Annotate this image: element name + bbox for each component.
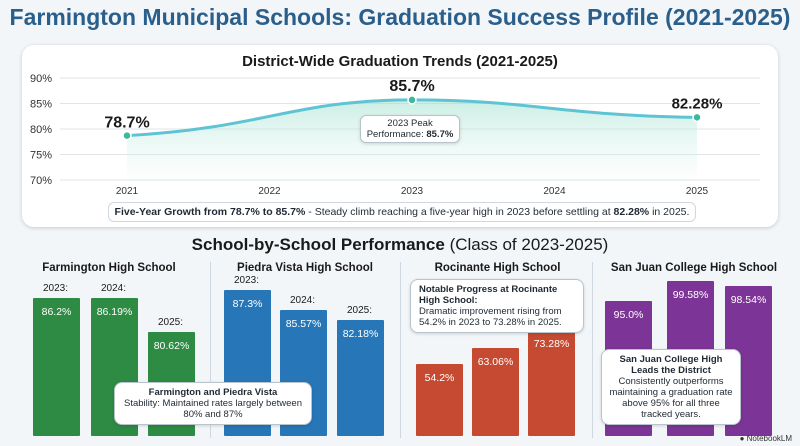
trend-point — [692, 112, 702, 123]
trend-summary: Five-Year Growth from 78.7% to 85.7% - S… — [108, 202, 696, 222]
school-bar-value: 63.06% — [477, 356, 514, 368]
school-bar-value: 87.3% — [232, 298, 263, 310]
callout-sjc-body: Consistently outperforms maintaining a g… — [609, 376, 733, 420]
school-bar: 82.18% — [337, 320, 384, 436]
x-tick-label: 2021 — [116, 186, 139, 197]
section-title: School-by-School Performance (Class of 2… — [0, 235, 800, 255]
callout-rhs: Notable Progress at Rocinante High Schoo… — [410, 279, 584, 333]
school-name: Piedra Vista High School — [237, 262, 373, 274]
trend-point — [407, 95, 417, 105]
summary-growth: Five-Year Growth from 78.7% to 85.7% — [114, 206, 306, 218]
watermark-text: NotebookLM — [746, 434, 792, 443]
school-bar-value: 80.62% — [153, 340, 190, 352]
school-bar-value: 98.54% — [730, 294, 767, 306]
trend-chart-title: District-Wide Graduation Trends (2021-20… — [242, 53, 558, 70]
x-tick-label: 2025 — [686, 186, 709, 197]
school-bar-value: 99.58% — [672, 289, 709, 301]
school-bar-value: 95.0% — [613, 309, 644, 321]
y-tick-label: 80% — [30, 124, 52, 136]
callout-rhs-title: Notable Progress at Rocinante High Schoo… — [419, 284, 558, 306]
y-tick-label: 70% — [30, 175, 52, 187]
school-bar-year: 2024: — [290, 295, 316, 306]
x-tick-label: 2024 — [543, 186, 566, 197]
x-tick-label: 2022 — [258, 186, 281, 197]
school-bar-value: 86.19% — [96, 306, 133, 318]
school-bar: 63.06% — [472, 348, 519, 436]
school-bar-value: 54.2% — [424, 372, 455, 384]
callout-sjc: San Juan College High Leads the District… — [601, 349, 741, 425]
trend-point — [122, 130, 132, 141]
peak-callout-line1: 2023 Peak — [387, 118, 433, 129]
panel-divider — [210, 262, 211, 438]
page-title: Farmington Municipal Schools: Graduation… — [9, 4, 791, 30]
section-title-bold: School-by-School Performance — [191, 235, 445, 254]
trend-point-label: 85.7% — [389, 78, 434, 95]
callout-fhs-pvhs: Farmington and Piedra Vista Stability: M… — [114, 382, 312, 425]
callout-fhs-pvhs-title: Farmington and Piedra Vista — [148, 387, 278, 398]
school-bar-year: 2023: — [43, 283, 69, 294]
summary-end: in 2025. — [649, 206, 690, 218]
school-bar: 73.28% — [528, 330, 575, 436]
school-bar: 54.2% — [416, 364, 463, 436]
peak-callout: 2023 Peak Performance: 85.7% — [360, 115, 460, 143]
callout-fhs-pvhs-body: Stability: Maintained rates largely betw… — [124, 398, 302, 420]
watermark: ● NotebookLM — [739, 434, 792, 443]
trend-point-label: 78.7% — [104, 115, 149, 132]
school-bar-year: 2025: — [158, 317, 184, 328]
peak-callout-line2: Performance: — [366, 129, 427, 140]
callout-sjc-title: San Juan College High Leads the District — [619, 354, 723, 376]
school-bar-value: 82.18% — [342, 328, 379, 340]
school-bar-value: 85.57% — [285, 318, 322, 330]
callout-rhs-body: Dramatic improvement rising from 54.2% i… — [419, 306, 562, 328]
school-bar-value: 73.28% — [533, 338, 570, 350]
school-bar-year: 2023: — [234, 275, 260, 286]
summary-text: - Steady climb reaching a five-year high… — [305, 206, 614, 218]
school-name: San Juan College High School — [610, 262, 778, 274]
panel-divider — [400, 262, 401, 438]
section-title-rest: (Class of 2023-2025) — [444, 235, 609, 254]
summary-2025-value: 82.28% — [613, 206, 650, 218]
x-tick-label: 2023 — [401, 186, 424, 197]
school-bar-year: 2024: — [101, 283, 127, 294]
school-bar-year: 2025: — [347, 305, 373, 316]
trend-point-label: 82.28% — [672, 95, 723, 112]
peak-callout-value: 85.7% — [426, 129, 454, 140]
y-tick-label: 75% — [30, 150, 52, 162]
school-name: Rocinante High School — [434, 262, 561, 274]
school-bar-value: 86.2% — [41, 306, 72, 318]
y-tick-label: 85% — [30, 99, 52, 111]
school-bar: 86.2% — [33, 298, 80, 436]
panel-divider — [592, 262, 593, 438]
school-name: Farmington High School — [42, 262, 176, 274]
y-tick-label: 90% — [30, 73, 52, 85]
